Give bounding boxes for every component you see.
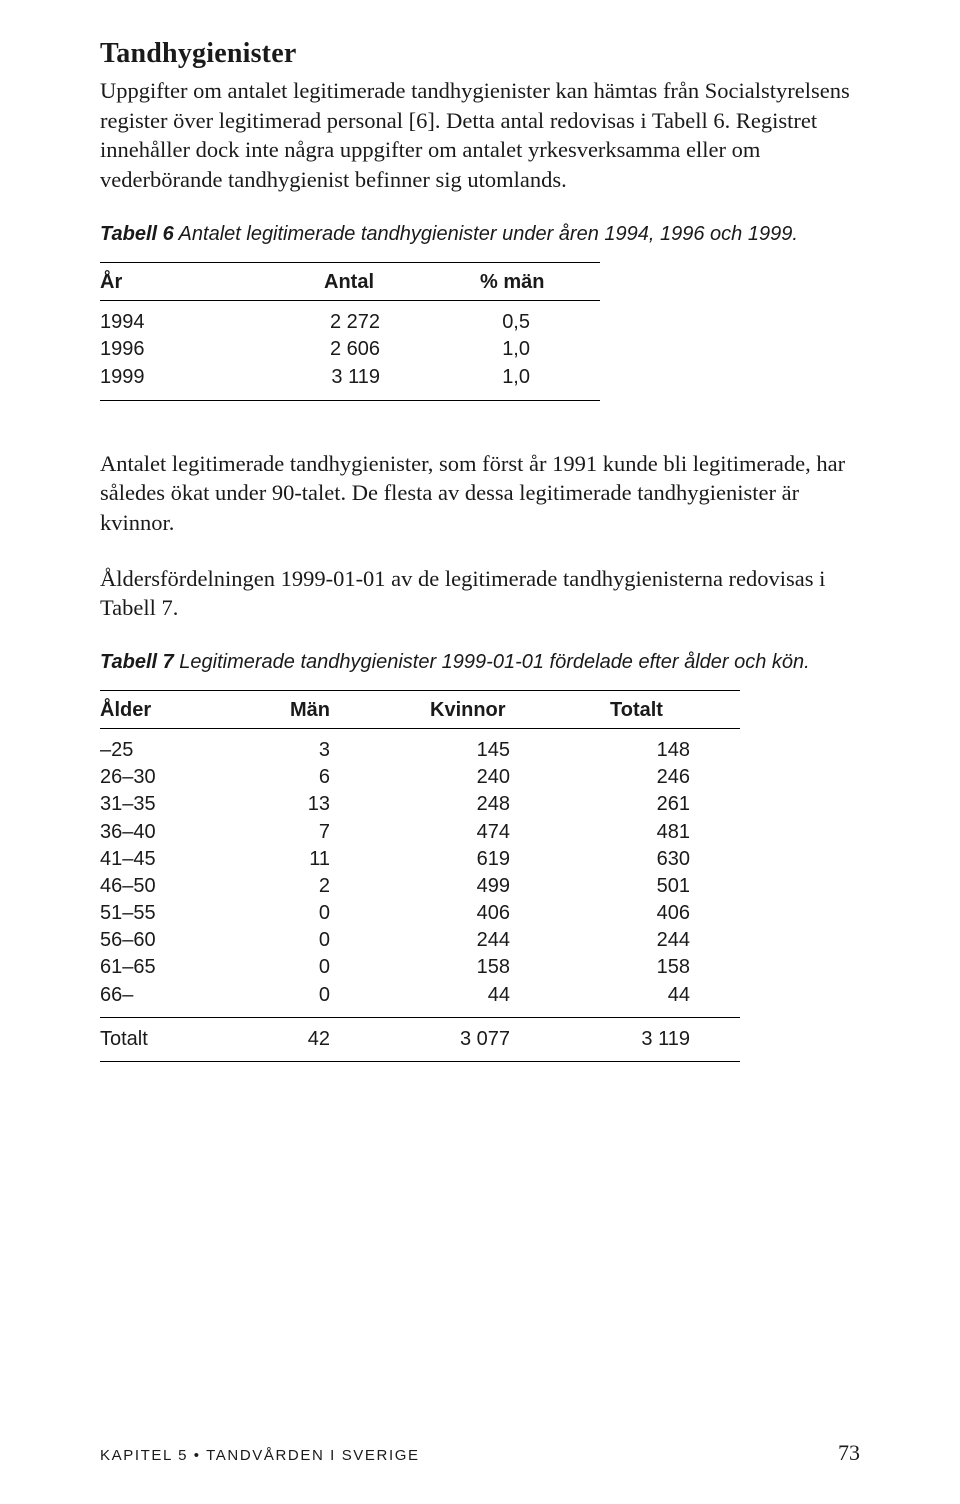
table6-header-row: År Antal % män bbox=[100, 263, 600, 300]
table-cell: 6 bbox=[250, 764, 390, 791]
table-cell: 0 bbox=[250, 927, 390, 954]
table-row: 56–60 0 244 244 bbox=[100, 927, 740, 954]
table7-header-row: Ålder Män Kvinnor Totalt bbox=[100, 691, 740, 728]
table-cell: 0 bbox=[250, 954, 390, 981]
table-cell: 481 bbox=[570, 819, 740, 846]
table-cell: 3 119 bbox=[570, 1026, 740, 1053]
table-cell: 13 bbox=[250, 791, 390, 818]
table7-caption: Tabell 7 Legitimerade tandhygienister 19… bbox=[100, 649, 860, 676]
table7-caption-text: Legitimerade tandhygienister 1999-01-01 … bbox=[174, 651, 810, 673]
paragraph-2: Antalet legitimerade tandhygienister, so… bbox=[100, 449, 860, 538]
table-row: 66– 0 44 44 bbox=[100, 982, 740, 1009]
table-cell: 2 272 bbox=[280, 309, 450, 337]
table-cell-total-label: Totalt bbox=[100, 1026, 250, 1053]
table-cell: 42 bbox=[250, 1026, 390, 1053]
table6-header-year: År bbox=[100, 271, 280, 294]
table-cell: 3 077 bbox=[390, 1026, 570, 1053]
table-cell: 66– bbox=[100, 982, 250, 1009]
table6-header-count: Antal bbox=[280, 271, 450, 294]
table-cell: 248 bbox=[390, 791, 570, 818]
table-cell: 158 bbox=[570, 954, 740, 981]
table-row: 61–65 0 158 158 bbox=[100, 954, 740, 981]
paragraph-1: Uppgifter om antalet legitimerade tandhy… bbox=[100, 76, 860, 195]
table7-body: –25 3 145 148 26–30 6 240 246 31–35 13 2… bbox=[100, 729, 740, 1017]
table-row: 26–30 6 240 246 bbox=[100, 764, 740, 791]
table-cell: 145 bbox=[390, 737, 570, 764]
table-cell: 36–40 bbox=[100, 819, 250, 846]
table-row: 41–45 11 619 630 bbox=[100, 846, 740, 873]
table-cell: 1999 bbox=[100, 364, 280, 392]
table6-caption-text: Antalet legitimerade tandhygienister und… bbox=[174, 223, 798, 245]
table-rule bbox=[100, 400, 600, 401]
table-cell: 1,0 bbox=[450, 364, 600, 392]
table-row: –25 3 145 148 bbox=[100, 737, 740, 764]
table7-header-women: Kvinnor bbox=[390, 699, 570, 722]
table-cell: 44 bbox=[390, 982, 570, 1009]
table-cell: 2 606 bbox=[280, 336, 450, 364]
page-footer: KAPITEL 5 • TANDVÅRDEN I SVERIGE 73 bbox=[100, 1440, 860, 1466]
table-cell: 3 119 bbox=[280, 364, 450, 392]
table-cell: 51–55 bbox=[100, 900, 250, 927]
table-cell: 244 bbox=[570, 927, 740, 954]
table-cell: 630 bbox=[570, 846, 740, 873]
table-cell: 261 bbox=[570, 791, 740, 818]
table-cell: 44 bbox=[570, 982, 740, 1009]
table-cell: 499 bbox=[390, 873, 570, 900]
page-number: 73 bbox=[838, 1440, 860, 1466]
table-cell: 619 bbox=[390, 846, 570, 873]
table-cell: 474 bbox=[390, 819, 570, 846]
table7-header-age: Ålder bbox=[100, 699, 250, 722]
table-cell: 1,0 bbox=[450, 336, 600, 364]
table-cell: 406 bbox=[390, 900, 570, 927]
table-cell: 501 bbox=[570, 873, 740, 900]
section-heading: Tandhygienister bbox=[100, 38, 860, 70]
table-row: 1999 3 119 1,0 bbox=[100, 364, 600, 392]
table-cell: 11 bbox=[250, 846, 390, 873]
table-cell: 41–45 bbox=[100, 846, 250, 873]
table7-caption-label: Tabell 7 bbox=[100, 651, 174, 673]
table-cell: 46–50 bbox=[100, 873, 250, 900]
page: Tandhygienister Uppgifter om antalet leg… bbox=[0, 0, 960, 1504]
table-cell: 1996 bbox=[100, 336, 280, 364]
table-cell: 0 bbox=[250, 982, 390, 1009]
table-cell: 3 bbox=[250, 737, 390, 764]
table-cell: 2 bbox=[250, 873, 390, 900]
table-cell: 148 bbox=[570, 737, 740, 764]
table-cell: 244 bbox=[390, 927, 570, 954]
table-cell: 31–35 bbox=[100, 791, 250, 818]
table6-caption: Tabell 6 Antalet legitimerade tandhygien… bbox=[100, 221, 860, 248]
table-rule bbox=[100, 1061, 740, 1062]
table7-header-total: Totalt bbox=[570, 699, 740, 722]
table-cell: 246 bbox=[570, 764, 740, 791]
table-cell: 56–60 bbox=[100, 927, 250, 954]
table-row: 36–40 7 474 481 bbox=[100, 819, 740, 846]
table-cell: 240 bbox=[390, 764, 570, 791]
table-cell: 158 bbox=[390, 954, 570, 981]
table6-header-pctmen: % män bbox=[450, 271, 600, 294]
table-cell: 0 bbox=[250, 900, 390, 927]
table7-total-row: Totalt 42 3 077 3 119 bbox=[100, 1018, 740, 1061]
table-row: 1994 2 272 0,5 bbox=[100, 309, 600, 337]
paragraph-3: Åldersfördelningen 1999-01-01 av de legi… bbox=[100, 564, 860, 623]
table-cell: 61–65 bbox=[100, 954, 250, 981]
table6-caption-label: Tabell 6 bbox=[100, 223, 174, 245]
table-cell: 7 bbox=[250, 819, 390, 846]
table-row: 31–35 13 248 261 bbox=[100, 791, 740, 818]
table-cell: –25 bbox=[100, 737, 250, 764]
table6: År Antal % män 1994 2 272 0,5 1996 2 606… bbox=[100, 262, 600, 401]
footer-left: KAPITEL 5 • TANDVÅRDEN I SVERIGE bbox=[100, 1447, 420, 1464]
table-cell: 26–30 bbox=[100, 764, 250, 791]
table-row: 1996 2 606 1,0 bbox=[100, 336, 600, 364]
table7-header-men: Män bbox=[250, 699, 390, 722]
table-row: 46–50 2 499 501 bbox=[100, 873, 740, 900]
table6-body: 1994 2 272 0,5 1996 2 606 1,0 1999 3 119… bbox=[100, 301, 600, 400]
table-cell: 406 bbox=[570, 900, 740, 927]
table-row: 51–55 0 406 406 bbox=[100, 900, 740, 927]
table-cell: 0,5 bbox=[450, 309, 600, 337]
table-cell: 1994 bbox=[100, 309, 280, 337]
table7: Ålder Män Kvinnor Totalt –25 3 145 148 2… bbox=[100, 690, 740, 1062]
